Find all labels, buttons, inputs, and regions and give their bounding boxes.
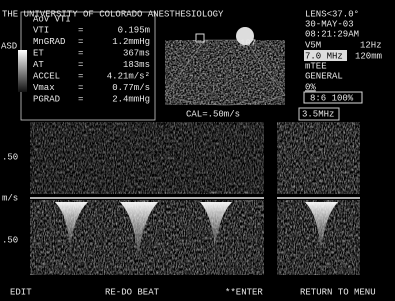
row-value: 0.77m/s	[112, 83, 150, 93]
mode: mTEE	[305, 61, 327, 71]
scale-bottom: .50	[2, 235, 18, 245]
row-value: 0.195m	[118, 25, 150, 35]
scale-top: .50	[2, 152, 18, 162]
power: 0%	[305, 82, 316, 92]
lens: LENS<37.0°	[305, 9, 359, 19]
row-value: 2.4mmHg	[112, 94, 150, 104]
frame-rate: 12Hz	[360, 40, 382, 50]
row-label: ET	[33, 48, 44, 58]
header-title: THE UNIVERSITY OF COLORADO ANESTHESIOLOG…	[2, 9, 224, 19]
row-separator: =	[78, 37, 83, 47]
depth: 120mm	[355, 51, 382, 61]
preset: GENERAL	[305, 71, 343, 81]
time: 08:21:29AM	[305, 29, 359, 39]
row-separator: =	[78, 83, 83, 93]
doppler-frequency: 3.5MHz	[302, 109, 334, 119]
menu-item[interactable]: **ENTER	[225, 287, 263, 297]
row-label: PGRAD	[33, 94, 60, 104]
row-label: VTI	[33, 25, 49, 35]
doppler-shade	[30, 122, 268, 192]
scale-unit: m/s	[2, 193, 18, 203]
gray-scale-bar	[18, 50, 27, 92]
probe: V5M	[305, 40, 321, 50]
doppler-panels	[30, 122, 360, 275]
menu-item[interactable]: RETURN TO MENU	[300, 287, 376, 297]
row-value: 1.2mmHg	[112, 37, 150, 47]
menu-item[interactable]: RE-DO BEAT	[105, 287, 160, 297]
row-separator: =	[78, 60, 83, 70]
row-label: ACCEL	[33, 71, 60, 81]
ultrasound-screen: ASD AoV VTI VTI=0.195mMnGRAD=1.2mmHgET=3…	[0, 0, 395, 301]
row-separator: =	[78, 25, 83, 35]
row-label: AT	[33, 60, 44, 70]
angle: 107	[240, 38, 256, 48]
side-label: ASD	[1, 41, 17, 51]
menu-item[interactable]: EDIT	[10, 287, 32, 297]
date: 30-MAY-03	[305, 19, 354, 29]
row-value: 183ms	[123, 60, 150, 70]
row-label: MnGRAD	[33, 37, 65, 47]
cal: CAL=.50m/s	[186, 109, 240, 119]
gain: 8:6 100%	[310, 93, 354, 103]
frequency: 7.0 MHz	[305, 51, 343, 61]
row-value: 367ms	[123, 48, 150, 58]
row-separator: =	[78, 94, 83, 104]
row-label: Vmax	[33, 83, 55, 93]
row-separator: =	[78, 48, 83, 58]
row-separator: =	[78, 71, 83, 81]
row-value: 4.21m/s²	[107, 71, 150, 81]
